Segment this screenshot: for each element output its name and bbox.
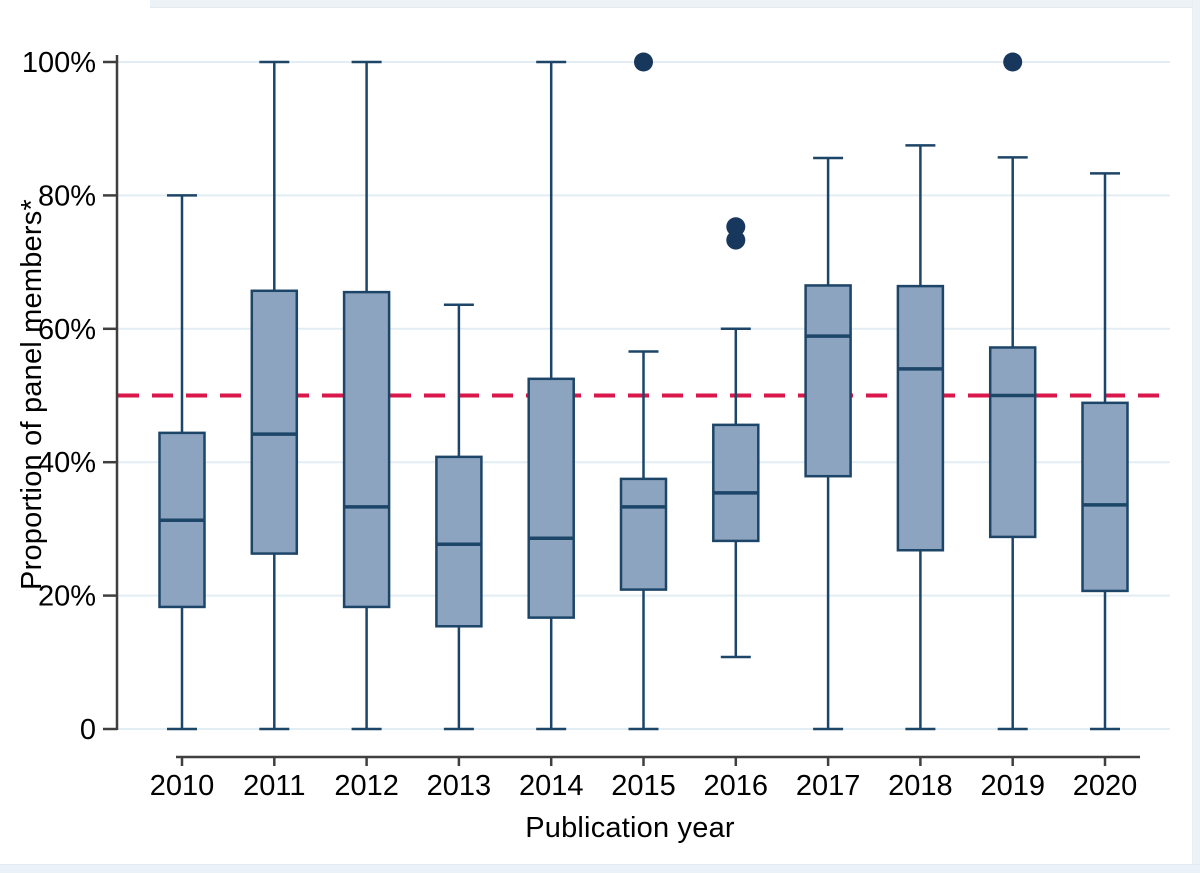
x-tick-label-2020: 2020 xyxy=(1073,770,1138,802)
x-axis-title: Publication year xyxy=(525,812,735,844)
y-tick-label-80%: 80% xyxy=(38,180,96,212)
box-2017 xyxy=(804,284,852,478)
page-edge-top xyxy=(150,0,1200,8)
box-2020 xyxy=(1081,401,1129,593)
box-2016 xyxy=(712,423,760,543)
page-edge-bottom xyxy=(0,864,1200,873)
outlier-2019-0 xyxy=(1003,52,1023,72)
x-tick-label-2012: 2012 xyxy=(334,770,399,802)
box-2013 xyxy=(435,455,483,628)
y-tick-label-60%: 60% xyxy=(38,314,96,346)
box-2018 xyxy=(896,284,945,552)
box-2019 xyxy=(988,346,1037,539)
x-tick-label-2010: 2010 xyxy=(150,770,215,802)
x-tick-label-2014: 2014 xyxy=(519,770,584,802)
x-tick-label-2015: 2015 xyxy=(611,770,676,802)
box-2014 xyxy=(527,377,575,619)
y-tick-label-100%: 100% xyxy=(22,47,96,79)
outlier-2016-1 xyxy=(726,217,746,237)
x-tick-label-2016: 2016 xyxy=(704,770,769,802)
outlier-2016-0 xyxy=(726,230,746,250)
x-tick-label-2017: 2017 xyxy=(796,770,861,802)
x-tick-label-2011: 2011 xyxy=(243,770,305,802)
page-edge-right xyxy=(1192,0,1200,873)
x-tick-label-2013: 2013 xyxy=(427,770,492,802)
x-tick-label-2018: 2018 xyxy=(888,770,953,802)
y-tick-label-0: 0 xyxy=(80,714,96,746)
outlier-2015-0 xyxy=(634,52,653,72)
y-tick-label-40%: 40% xyxy=(38,447,96,479)
box-2011 xyxy=(250,289,299,555)
x-tick-label-2019: 2019 xyxy=(980,770,1045,802)
y-axis-title: Proportion of panel members* xyxy=(16,199,48,590)
box-2012 xyxy=(342,290,391,609)
y-tick-label-20%: 20% xyxy=(38,581,96,613)
box-2015 xyxy=(619,477,668,591)
